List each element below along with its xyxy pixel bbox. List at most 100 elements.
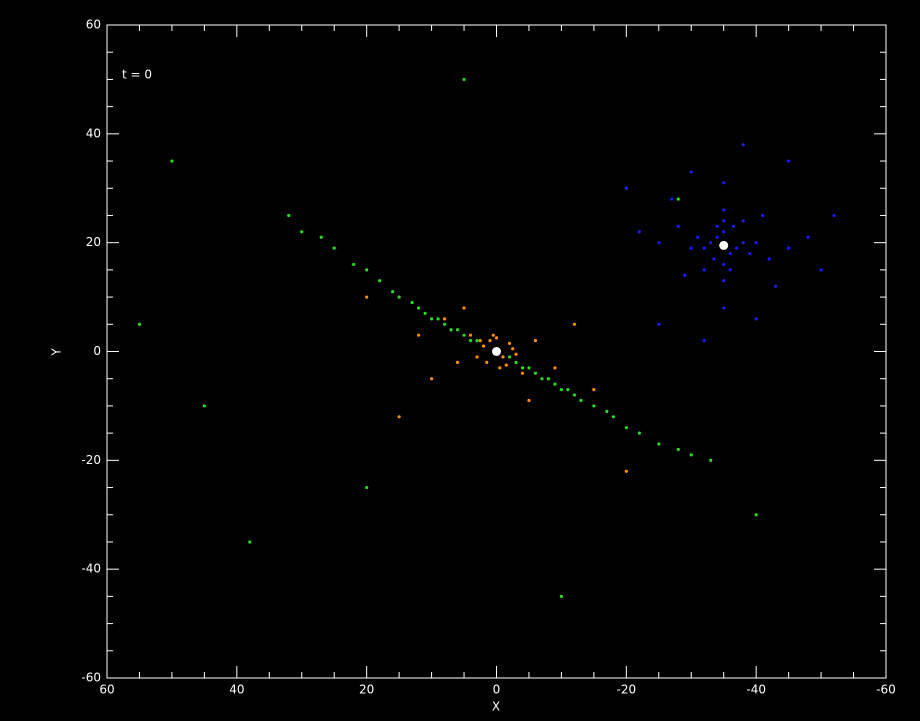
particle: [410, 300, 414, 305]
particle: [774, 284, 778, 288]
particle: [429, 317, 434, 321]
particle: [559, 387, 564, 392]
particle: [478, 339, 482, 343]
particle: [683, 273, 687, 277]
particle: [397, 415, 401, 419]
particle: [806, 235, 810, 239]
particle: [637, 230, 641, 234]
particle: [491, 333, 495, 337]
particle: [754, 513, 758, 517]
particle: [657, 322, 661, 326]
x-axis-label: X: [492, 700, 500, 714]
particle: [287, 213, 291, 218]
particle: [696, 235, 700, 239]
particle: [391, 290, 395, 294]
particle: [423, 311, 427, 316]
particle: [735, 246, 739, 250]
center-point: [719, 240, 729, 250]
particle: [657, 442, 661, 446]
particle: [533, 371, 538, 375]
particle: [741, 241, 745, 245]
particle: [494, 336, 499, 340]
particle: [676, 447, 680, 452]
particle: [712, 257, 716, 261]
center-point: [492, 347, 501, 356]
particle: [722, 219, 726, 223]
particle: [722, 279, 726, 283]
particle: [442, 322, 447, 326]
particle: [462, 77, 466, 82]
particle: [429, 377, 434, 381]
particle: [741, 143, 745, 147]
particle: [787, 246, 791, 250]
y-axis-label: Y: [50, 348, 64, 357]
particle: [754, 317, 758, 321]
particle: [442, 317, 447, 321]
particle: [819, 268, 823, 272]
y-tick-label: -20: [81, 453, 101, 467]
particle: [689, 170, 693, 174]
x-tick-label: -40: [746, 683, 766, 697]
particle: [540, 377, 544, 381]
x-tick-label: 20: [359, 683, 374, 697]
particle: [709, 458, 713, 462]
particle: [365, 485, 369, 490]
particle: [572, 393, 577, 397]
particle: [702, 339, 706, 343]
y-tick-label: 60: [86, 18, 101, 32]
particle: [611, 415, 615, 419]
particle: [300, 230, 304, 234]
particle: [767, 257, 771, 261]
particle: [754, 241, 758, 245]
particle: [436, 317, 440, 321]
particle: [559, 594, 564, 598]
particle: [676, 224, 680, 228]
particle: [462, 333, 466, 337]
particle: [572, 322, 577, 326]
x-tick-label: -60: [876, 683, 896, 697]
annotation: t = 0: [122, 68, 152, 82]
particle: [417, 333, 421, 337]
particle: [137, 322, 142, 326]
particle: [527, 366, 531, 370]
particle: [637, 431, 641, 435]
particle: [417, 306, 421, 310]
particle: [702, 268, 706, 272]
particle: [787, 159, 791, 163]
particle: [670, 197, 674, 201]
particle: [689, 246, 693, 250]
y-tick-label: -40: [81, 562, 101, 576]
x-tick-label: 60: [99, 683, 114, 697]
particle: [514, 360, 518, 364]
particle: [624, 186, 628, 190]
particle: [676, 197, 680, 201]
y-tick-label: 0: [93, 344, 101, 358]
particle: [728, 251, 732, 256]
particle: [722, 262, 726, 267]
particle: [741, 219, 745, 223]
particle: [378, 279, 382, 283]
particle: [248, 540, 252, 544]
particle: [527, 398, 531, 403]
particle: [481, 344, 486, 348]
particle: [352, 262, 356, 267]
particle: [449, 328, 453, 332]
x-tick-label: 40: [229, 683, 244, 697]
particle: [605, 409, 609, 413]
particle: [715, 224, 719, 228]
particle: [507, 341, 512, 345]
particle: [202, 404, 206, 408]
particle: [728, 268, 732, 272]
particle: [689, 453, 693, 457]
y-tick-label: 20: [86, 235, 101, 249]
particle: [722, 306, 726, 310]
particle: [501, 355, 505, 359]
particle: [748, 251, 752, 256]
particle: [715, 235, 719, 239]
particle: [462, 306, 466, 310]
particle: [533, 339, 538, 343]
particle: [592, 404, 596, 408]
particle: [397, 295, 401, 299]
